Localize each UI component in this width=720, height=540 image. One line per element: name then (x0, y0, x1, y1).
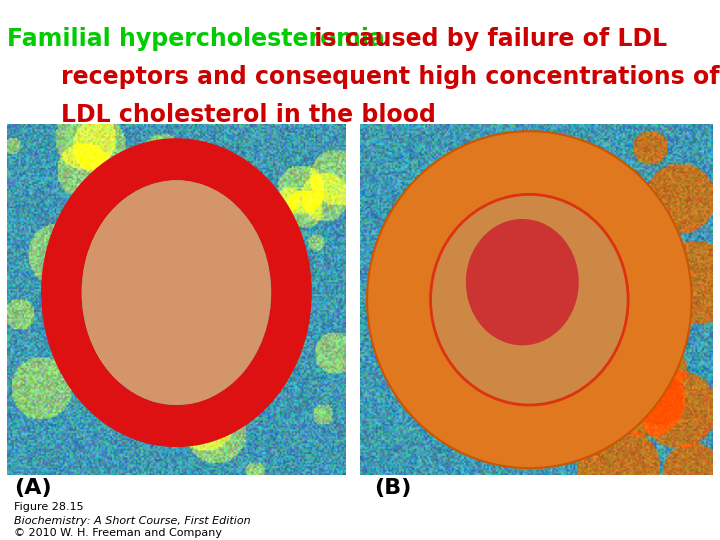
Text: Biochemistry: A Short Course, First Edition: Biochemistry: A Short Course, First Edit… (14, 516, 251, 526)
Text: (A): (A) (14, 478, 52, 498)
Ellipse shape (431, 194, 628, 405)
Text: Familial hypercholesteremia: Familial hypercholesteremia (7, 27, 385, 51)
Text: (B): (B) (374, 478, 412, 498)
Text: receptors and consequent high concentrations of: receptors and consequent high concentrat… (61, 65, 720, 89)
Text: Figure 28.15: Figure 28.15 (14, 502, 84, 512)
Ellipse shape (81, 180, 271, 405)
PathPatch shape (41, 138, 312, 447)
PathPatch shape (367, 131, 692, 468)
Ellipse shape (466, 219, 579, 346)
Text: is caused by failure of LDL: is caused by failure of LDL (306, 27, 667, 51)
Text: © 2010 W. H. Freeman and Company: © 2010 W. H. Freeman and Company (14, 528, 222, 538)
Text: LDL cholesterol in the blood: LDL cholesterol in the blood (61, 103, 436, 126)
